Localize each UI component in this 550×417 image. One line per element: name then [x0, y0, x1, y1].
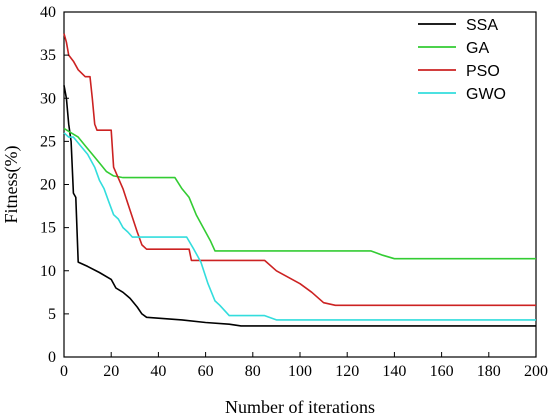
- x-tick-label: 60: [198, 363, 214, 380]
- y-tick-label: 10: [40, 263, 56, 280]
- x-tick-label: 80: [245, 363, 261, 380]
- series-line-gwo: [63, 132, 536, 321]
- series-line-ssa: [63, 85, 536, 327]
- y-tick-label: 40: [40, 4, 56, 21]
- legend: SSA GA PSO GWO: [418, 17, 506, 103]
- x-tick-label: 20: [103, 363, 119, 380]
- x-tick-label: 40: [150, 363, 166, 380]
- series-layer: [63, 33, 536, 327]
- y-axis-title: Fitness(%): [1, 146, 22, 224]
- x-axis-title: Number of iterations: [225, 397, 375, 417]
- y-tick-label: 0: [48, 349, 56, 366]
- y-tick-label: 15: [40, 220, 56, 237]
- y-tick-label: 5: [48, 306, 56, 323]
- x-tick-label: 160: [430, 363, 454, 380]
- ticks-layer: 0 20 40 60 80 100 120 140 160 180 200 0 5 10 15 20 25 30 3…: [40, 4, 548, 380]
- y-tick-label: 30: [40, 90, 56, 107]
- x-tick-label: 100: [288, 363, 312, 380]
- y-tick-label: 25: [40, 133, 56, 150]
- series-line-ga: [63, 127, 536, 260]
- x-tick-label: 200: [524, 363, 548, 380]
- series-line-pso: [63, 33, 536, 307]
- legend-label-ga: GA: [466, 40, 489, 57]
- x-tick-label: 0: [60, 363, 68, 380]
- x-tick-label: 120: [335, 363, 359, 380]
- legend-label-pso: PSO: [466, 63, 500, 80]
- y-tick-label: 20: [40, 177, 56, 194]
- y-tick-label: 35: [40, 47, 56, 64]
- legend-label-ssa: SSA: [466, 17, 498, 34]
- legend-label-gwo: GWO: [466, 86, 506, 103]
- x-tick-label: 180: [477, 363, 501, 380]
- x-tick-label: 140: [382, 363, 406, 380]
